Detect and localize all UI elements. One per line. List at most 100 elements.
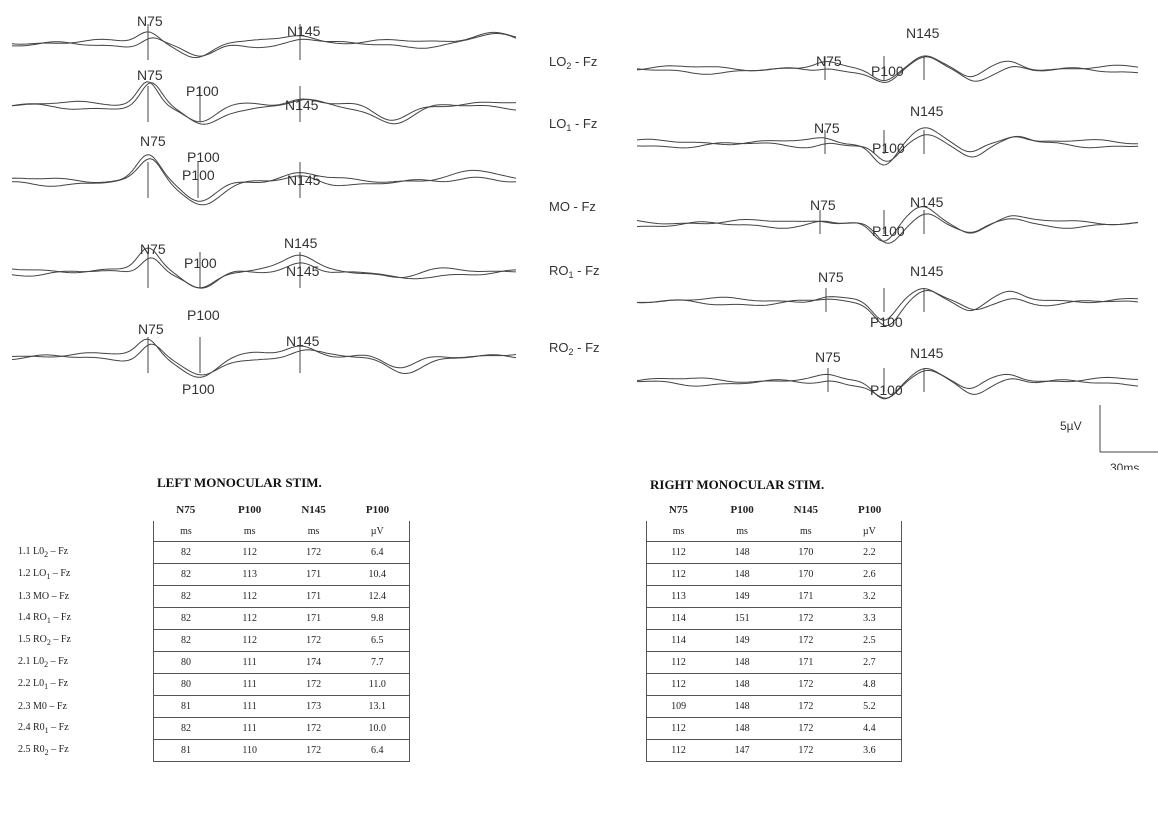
value-cell: 111 xyxy=(217,717,282,740)
value-cell: 172 xyxy=(773,717,838,740)
column-header: N145 xyxy=(301,504,326,516)
lead-label-sub: 2 xyxy=(566,61,571,71)
row-label: 1.3 MO – Fz xyxy=(18,586,154,608)
row-label-suffix: – Fz xyxy=(48,744,69,755)
value-cell: 110 xyxy=(217,739,282,762)
peak-label: N145 xyxy=(287,23,321,39)
unit-cell: ms xyxy=(281,521,346,542)
row-label-suffix: – Fz xyxy=(50,568,71,579)
scale-bar: 5µV 30ms xyxy=(1060,405,1158,470)
value-cell: 10.4 xyxy=(345,563,410,586)
trace-line-b xyxy=(637,289,1139,327)
row-label-sub: 1 xyxy=(44,726,49,735)
value-cell: 112 xyxy=(217,629,282,652)
waveform-trace-4: N75 P100 N145 N145 xyxy=(11,235,517,289)
column-header: N75 xyxy=(668,504,688,516)
waveform-trace-5: N75 P100 N145 P100 xyxy=(11,307,517,397)
row-label-sub: 1 xyxy=(46,572,51,581)
row-label: 1.2 LO1 – Fz xyxy=(18,564,154,586)
peak-label: N145 xyxy=(910,263,944,279)
value-cell: 111 xyxy=(217,695,282,718)
value-cell: 112 xyxy=(646,651,711,674)
peak-label: P100 xyxy=(871,63,904,79)
scale-bar-time-label: 30ms xyxy=(1110,461,1139,470)
peak-label: P100 xyxy=(187,307,220,323)
peak-label: N145 xyxy=(287,172,321,188)
value-cell: 82 xyxy=(153,541,218,564)
unit-cell: ms xyxy=(217,521,282,542)
value-cell: 148 xyxy=(710,717,774,740)
row-label-spacer xyxy=(18,521,154,542)
value-cell: 2.2 xyxy=(837,541,902,564)
value-cell: 148 xyxy=(710,541,774,564)
peak-label: N145 xyxy=(906,25,940,41)
row-label-main: 1.2 LO xyxy=(18,568,47,579)
peak-label: P100 xyxy=(872,140,905,156)
value-cell: 2.7 xyxy=(837,651,902,674)
value-cell: 109 xyxy=(646,695,711,718)
left-table-title: LEFT MONOCULAR STIM. xyxy=(157,475,322,490)
peak-label: P100 xyxy=(182,381,215,397)
unit-cell: µV xyxy=(345,521,410,542)
trace-line-b xyxy=(637,369,1139,399)
row-label-main: 2.2 L0 xyxy=(18,678,45,689)
value-cell: 148 xyxy=(710,673,774,696)
table-row: 114 151 172 3.3 xyxy=(646,607,902,630)
value-cell: 4.8 xyxy=(837,673,902,696)
unit-cell: ms xyxy=(710,521,774,542)
lead-label: LO2 - Fz xyxy=(549,54,597,71)
row-label: 2.5 R02 – Fz xyxy=(18,740,154,762)
value-cell: 81 xyxy=(153,695,218,718)
lead-label-sub: 2 xyxy=(569,347,574,357)
lead-label-main: RO xyxy=(549,340,569,355)
value-cell: 2.5 xyxy=(837,629,902,652)
column-header: P100 xyxy=(730,504,754,516)
value-cell: 172 xyxy=(773,739,838,762)
value-cell: 172 xyxy=(281,717,346,740)
lead-label-main: RO xyxy=(549,263,569,278)
waveform-trace-2: N75 P100 N145 xyxy=(11,67,517,125)
row-label-main: 1.1 L0 xyxy=(18,546,45,557)
row-label: 2.1 L02 – Fz xyxy=(18,652,154,674)
lead-label-main: LO xyxy=(549,54,566,69)
value-cell: 148 xyxy=(710,563,774,586)
value-cell: 3.3 xyxy=(837,607,902,630)
value-cell: 4.4 xyxy=(837,717,902,740)
value-cell: 172 xyxy=(281,673,346,696)
trace-line-a xyxy=(11,81,517,123)
trace-line-b xyxy=(636,56,1139,83)
value-cell: 80 xyxy=(153,673,218,696)
trace-line-b xyxy=(11,257,517,289)
column-header: N75 xyxy=(176,504,196,516)
value-cell: 172 xyxy=(773,607,838,630)
value-cell: 111 xyxy=(217,673,282,696)
table-row: 112 148 172 4.4 xyxy=(646,717,902,740)
value-cell: 170 xyxy=(773,563,838,586)
row-label-main: 2.1 L0 xyxy=(18,656,45,667)
table-row: 1.4 RO1 – Fz 82 112 171 9.8 xyxy=(18,607,410,630)
table-row: 1.2 LO1 – Fz 82 113 171 10.4 xyxy=(18,563,410,586)
waveform-trace-5: N75 P100 N145 xyxy=(636,345,1139,400)
table-row: 1.5 RO2 – Fz 82 112 172 6.5 xyxy=(18,629,410,652)
trace-line-a xyxy=(11,338,517,378)
table-row: 112 148 172 4.8 xyxy=(646,673,902,696)
row-label-sub: 2 xyxy=(44,550,49,559)
value-cell: 172 xyxy=(773,673,838,696)
peak-label: N145 xyxy=(286,333,320,349)
trace-line-a xyxy=(636,127,1138,166)
column-header: N145 xyxy=(793,504,819,516)
value-cell: 82 xyxy=(153,717,218,740)
peak-label: N75 xyxy=(137,13,163,29)
row-label-sub: 2 xyxy=(46,638,51,647)
scale-bar-amplitude-label: 5µV xyxy=(1060,419,1082,433)
peak-label: N75 xyxy=(140,241,166,257)
lead-label: RO2 - Fz xyxy=(549,340,600,357)
column-header: P100 xyxy=(365,504,390,516)
trace-line-a xyxy=(11,247,517,289)
value-cell: 171 xyxy=(281,607,346,630)
value-cell: 82 xyxy=(153,629,218,652)
value-cell: 174 xyxy=(281,651,346,674)
row-label-sub: 1 xyxy=(46,616,51,625)
peak-label: P100 xyxy=(184,255,217,271)
